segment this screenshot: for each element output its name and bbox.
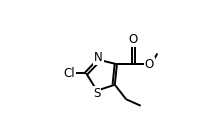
Text: Cl: Cl [64,67,75,80]
Text: N: N [94,51,103,64]
Text: O: O [129,33,138,46]
Text: S: S [93,87,100,100]
Text: O: O [145,58,154,71]
